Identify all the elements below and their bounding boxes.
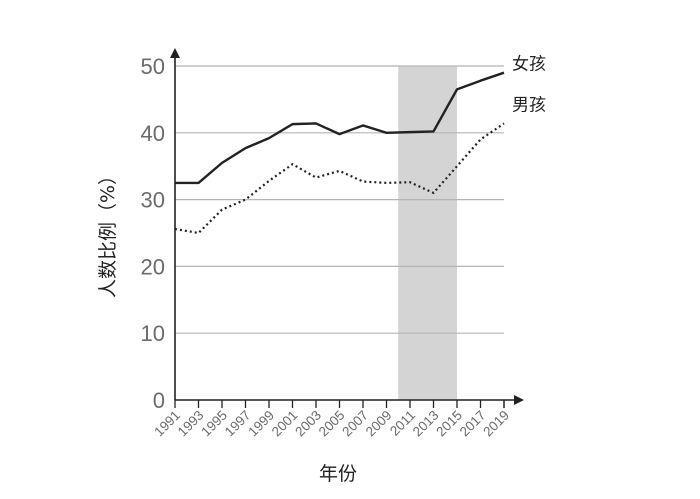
series-lines — [174, 71, 505, 235]
y-tick-label: 30 — [141, 188, 165, 213]
x-tick-labels: 1991199319951997199920012003200520072009… — [151, 408, 512, 440]
x-tick-marks — [174, 400, 505, 408]
x-tick-label: 2007 — [339, 408, 371, 440]
y-tick-label: 10 — [141, 321, 165, 346]
y-tick-label: 40 — [141, 121, 165, 146]
series-line-boys — [174, 122, 505, 235]
x-axis-title: 年份 — [319, 463, 357, 485]
x-tick-label: 1993 — [175, 408, 207, 440]
y-tick-label: 50 — [141, 54, 165, 79]
x-tick-label: 2019 — [480, 408, 512, 440]
x-tick-label: 2017 — [457, 408, 489, 440]
y-tick-label: 20 — [141, 254, 165, 279]
x-tick-label: 1999 — [245, 408, 277, 440]
y-axis-title: 人数比例（%） — [97, 166, 119, 298]
x-tick-label: 2013 — [410, 408, 442, 440]
x-tick-label: 1995 — [198, 408, 230, 440]
x-tick-label: 2003 — [292, 408, 324, 440]
series-label-boys: 男孩 — [512, 95, 546, 115]
y-axis-arrow — [170, 48, 180, 58]
x-tick-label: 2005 — [316, 408, 348, 440]
y-tick-labels: 0 10 20 30 40 50 — [141, 54, 165, 413]
shaded-period-band — [398, 66, 457, 400]
gridlines — [175, 65, 504, 334]
x-tick-label: 2009 — [363, 408, 395, 440]
series-line-girls — [175, 71, 505, 185]
x-axis-arrow — [514, 395, 524, 405]
axes — [170, 48, 524, 405]
x-tick-label: 2001 — [269, 408, 301, 440]
x-tick-label: 2015 — [433, 408, 465, 440]
y-tick-label: 0 — [153, 388, 165, 413]
series-label-girls: 女孩 — [512, 55, 546, 75]
x-tick-label: 2011 — [387, 408, 418, 439]
x-tick-label: 1997 — [222, 408, 254, 440]
